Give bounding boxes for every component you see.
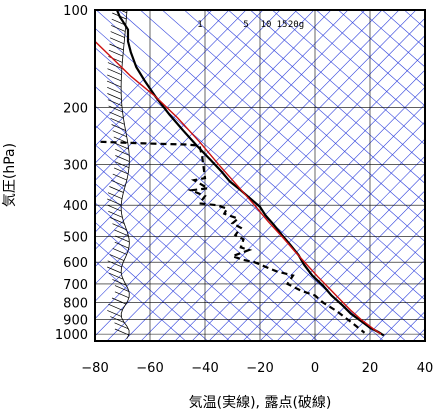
isotherm-line: [95, 10, 298, 216]
adiabat-line: [95, 183, 275, 341]
adiabat-line: [95, 66, 407, 341]
isotherm-line: [395, 311, 425, 341]
y-tick-label: 500: [63, 231, 88, 246]
x-tick-label: −80: [81, 361, 108, 376]
isotherm-line: [95, 10, 417, 337]
isotherm-line: [95, 10, 383, 302]
adiabat-line: [95, 10, 425, 301]
adiabat-line: [95, 86, 385, 341]
isotherm-line: [95, 10, 230, 147]
y-tick-label: 1000: [55, 328, 88, 343]
isotherm-line: [95, 10, 400, 320]
adiabat-line: [205, 10, 425, 204]
y-tick-label: 400: [63, 199, 88, 214]
adiabat-line: [95, 260, 187, 341]
adiabat-line: [117, 10, 425, 281]
y-tick-label: 300: [63, 159, 88, 174]
wind-barbs: [106, 10, 130, 339]
adiabat-line: [95, 27, 425, 320]
y-axis-title: 気圧(hPa): [2, 143, 18, 207]
adiabat-line: [359, 10, 425, 68]
adiabat-line: [161, 10, 425, 243]
isotherm-line: [95, 10, 213, 130]
x-tick-label: −20: [246, 361, 273, 376]
adiabat-line: [95, 202, 253, 341]
isotherm-line: [344, 259, 425, 341]
adiabat-line: [95, 241, 209, 341]
parcel-line: [95, 40, 382, 335]
adiabat-line: [95, 163, 297, 341]
isotherm-line: [327, 242, 425, 341]
mixing-ratio-labels: 1 5 10 15 20g: [197, 20, 304, 30]
x-tick-label: 0: [311, 361, 319, 376]
isotherm-line: [95, 10, 247, 164]
profile-lines: [95, 10, 385, 337]
y-tick-label: 600: [63, 256, 88, 271]
y-tick-label: 700: [63, 278, 88, 293]
adiabat-line: [293, 10, 425, 126]
wind-staff: [120, 10, 130, 339]
isotherm-line: [95, 10, 366, 285]
adiabat-line: [95, 47, 425, 339]
y-tick-label: 800: [63, 297, 88, 312]
isotherm-line: [106, 17, 425, 341]
y-tick-label: 200: [63, 102, 88, 117]
isotherm-line: [140, 52, 425, 341]
isotherm-line: [191, 104, 425, 341]
isotherm-line: [259, 173, 425, 341]
adiabat-line: [95, 221, 231, 341]
grid-lines: [94, 9, 426, 341]
y-tick-label: 900: [63, 313, 88, 328]
dewpoint-line: [100, 140, 366, 334]
isotherm-line: [361, 276, 425, 341]
isotherm-line: [95, 10, 315, 233]
adiabat-line: [403, 10, 425, 29]
isotherm-line: [276, 190, 425, 341]
isotherm-line: [293, 207, 425, 341]
adiabat-line: [249, 10, 425, 165]
adiabat-line: [337, 10, 425, 87]
mixing-ratio-label: 5: [243, 20, 248, 30]
isotherm-line: [310, 224, 425, 341]
isotherm-line: [95, 10, 281, 199]
adiabat-line: [315, 10, 425, 107]
wind-barb: [106, 10, 130, 336]
adiabat-line: [271, 10, 425, 146]
adiabat-line: [183, 10, 425, 223]
isotherm-line: [123, 34, 425, 341]
isotherm-line: [95, 10, 349, 268]
x-tick-label: 40: [417, 361, 434, 376]
mixing-ratio-label: 1: [197, 20, 202, 30]
isotherm-line: [428, 8, 435, 343]
adiabat-line: [139, 10, 425, 262]
skewed-temperature-lines: [95, 8, 435, 343]
plot-frame: [94, 9, 426, 342]
isotherm-line: [95, 10, 332, 251]
adiabat-line: [95, 124, 341, 341]
mixing-ratio-label: 20g: [288, 20, 304, 30]
temperature-line: [115, 10, 385, 337]
isotherm-line: [157, 69, 425, 341]
x-tick-label: −60: [136, 361, 163, 376]
adiabat-line: [381, 10, 425, 49]
adiabat-line: [95, 144, 319, 341]
adiabat-line: [227, 10, 425, 184]
x-tick-labels: −80 −60 −40 −20 0 20 40: [81, 361, 433, 376]
adiabat-line: [95, 105, 363, 341]
x-axis-title: 気温(実線), 露点(破線): [189, 395, 332, 411]
isotherm-line: [174, 86, 425, 341]
x-tick-label: −40: [191, 361, 218, 376]
isotherm-line: [95, 10, 264, 182]
y-tick-label: 100: [63, 4, 88, 19]
x-tick-label: 20: [362, 361, 379, 376]
mixing-ratio-label: 10: [261, 20, 272, 30]
mixing-ratio-label: 15: [277, 20, 288, 30]
